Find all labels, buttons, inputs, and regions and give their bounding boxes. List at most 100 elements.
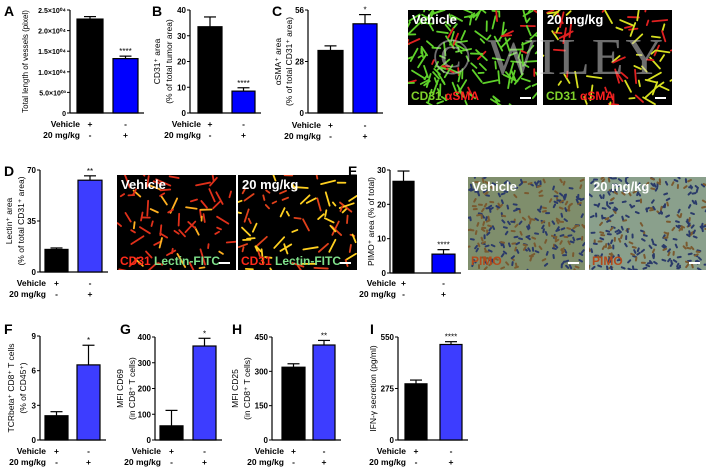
significance-label: **** — [445, 333, 457, 342]
micrograph-texture — [608, 177, 613, 180]
stain-label: PIMO — [592, 254, 623, 268]
bar-vehicle — [281, 366, 306, 441]
micrograph-texture — [651, 248, 656, 254]
condition-mark: + — [241, 130, 246, 140]
micrograph-title: 20 mg/kg — [242, 177, 299, 192]
condition-mark: - — [55, 289, 58, 299]
micrograph-texture — [661, 30, 667, 43]
condition-mark: - — [292, 457, 295, 467]
micrograph-caption: PIMO — [471, 254, 502, 268]
micrograph-texture — [451, 81, 459, 97]
micrograph-texture — [184, 220, 197, 234]
micrograph-texture — [575, 198, 579, 204]
micrograph-texture — [636, 10, 640, 22]
micrograph-texture — [522, 63, 530, 68]
micrograph-texture — [132, 221, 136, 230]
micrograph-texture — [519, 178, 524, 184]
micrograph-texture — [560, 227, 566, 231]
micrograph-texture — [568, 264, 573, 270]
micrograph-texture — [519, 230, 523, 236]
condition-label: Vehicle — [172, 119, 202, 129]
micrograph-texture — [565, 264, 570, 269]
micrograph-texture — [525, 234, 531, 238]
micrograph-texture — [491, 182, 497, 186]
micrograph-texture — [555, 27, 560, 34]
y-tick-label: 5.0×10⁰³ — [39, 89, 66, 97]
y-tick-label: 20 — [377, 200, 386, 209]
micrograph-texture — [498, 28, 507, 42]
condition-label: 20 mg/kg — [9, 289, 46, 299]
micrograph-texture — [241, 246, 245, 253]
condition-mark: + — [449, 457, 454, 467]
micrograph-texture — [518, 182, 523, 187]
micrograph-texture — [488, 226, 493, 232]
micrograph-texture — [695, 188, 699, 193]
micrograph-texture — [564, 259, 570, 263]
condition-mark: - — [209, 130, 212, 140]
micrograph-texture — [302, 246, 319, 251]
micrograph-texture — [291, 229, 299, 233]
micrograph-texture — [555, 228, 561, 232]
micrograph-texture — [560, 248, 564, 254]
micrograph-title: Vehicle — [412, 12, 457, 27]
micrograph-texture — [465, 55, 470, 62]
micrograph-texture — [159, 232, 169, 239]
micrograph-texture — [551, 220, 556, 225]
bar-20mgkg — [352, 23, 378, 114]
micrograph-texture — [145, 250, 153, 259]
micrograph-texture — [559, 11, 565, 29]
micrograph-texture — [589, 247, 591, 252]
micrograph-texture — [553, 200, 559, 205]
bar-20mgkg — [192, 345, 217, 441]
micrograph-texture — [620, 225, 624, 231]
panel-label: A — [4, 3, 14, 19]
micrograph-texture — [601, 207, 607, 210]
micrograph-texture — [646, 58, 655, 62]
micrograph-caption: CD31 Lectin-FITC — [120, 254, 220, 268]
micrograph-texture — [503, 190, 509, 193]
micrograph-texture — [619, 19, 634, 27]
micrograph-texture — [199, 248, 206, 266]
chart-panel-a: A 0 5.0×10⁰³ 1.0×10⁰⁴ 1.5×10⁰⁴ 2.0×10⁰⁴ 2.5×10… — [4, 3, 144, 140]
micrograph-texture — [480, 236, 484, 242]
micrograph-texture — [642, 266, 648, 270]
bar-vehicle — [76, 18, 104, 114]
micrograph-texture — [690, 245, 695, 251]
micrograph-texture — [472, 259, 477, 264]
micrograph-texture — [320, 179, 336, 185]
micrograph-texture — [510, 69, 516, 84]
micrograph-texture — [351, 233, 357, 244]
micrograph-texture — [513, 193, 518, 199]
micrograph-texture — [491, 258, 495, 264]
micrograph-texture — [445, 35, 455, 50]
micrograph-texture — [641, 238, 646, 242]
micrograph-texture — [452, 40, 468, 44]
micrograph-texture — [527, 182, 533, 185]
micrograph-texture — [157, 262, 164, 266]
micrograph-texture — [676, 214, 681, 219]
micrograph-texture — [645, 181, 650, 187]
micrograph-texture — [570, 228, 576, 233]
micrograph-texture — [435, 65, 447, 70]
micrograph-texture — [485, 219, 491, 223]
stain-label: αSMA — [445, 89, 480, 103]
y-tick-label: 0 — [264, 436, 269, 445]
micrograph-texture — [317, 213, 325, 220]
y-tick-label: 0 — [32, 436, 37, 445]
micrograph-texture — [559, 199, 565, 204]
micrograph-texture — [582, 241, 585, 247]
micrograph-texture — [704, 223, 706, 227]
micrograph-texture — [431, 59, 435, 65]
micrograph-texture — [171, 247, 174, 255]
micrograph-texture — [317, 242, 329, 253]
micrograph-texture — [611, 55, 621, 63]
micrograph-texture — [651, 238, 655, 244]
micrograph-texture — [486, 34, 492, 41]
y-tick-label: 1.5×10⁰⁴ — [38, 48, 66, 56]
micrograph-texture — [531, 82, 537, 87]
micrograph-texture — [500, 253, 505, 258]
micrograph-texture — [209, 176, 218, 187]
y-tick-label: 0 — [32, 268, 37, 277]
